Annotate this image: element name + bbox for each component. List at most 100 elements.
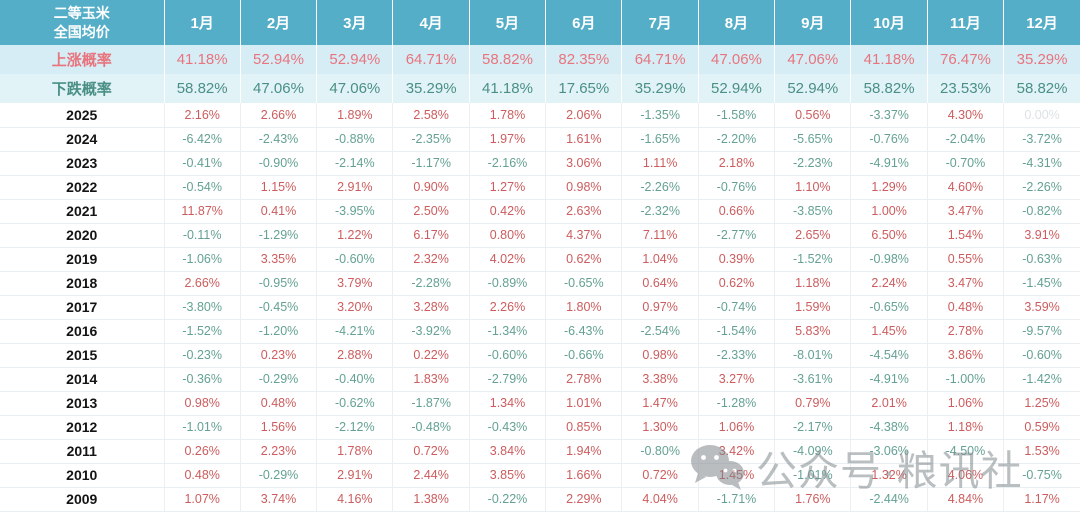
value-cell-2025-m5: 1.78% [468, 103, 546, 128]
value-cell-2012-m1: -1.01% [163, 415, 241, 440]
value-cell-2017-m10: -0.65% [850, 295, 928, 320]
value-cell-2011-m4: 0.72% [392, 439, 470, 464]
value-cell-2022-m5: 1.27% [468, 175, 546, 200]
value-cell-2020-m8: -2.77% [697, 223, 775, 248]
year-label-2014: 2014 [0, 367, 164, 392]
value-cell-2012-m9: -2.17% [774, 415, 851, 440]
value-cell-2013-m9: 0.79% [774, 391, 851, 416]
value-cell-2009-m12: 1.17% [1003, 487, 1080, 512]
value-cell-2010-m8: 1.45% [697, 463, 775, 488]
value-cell-2025-m3: 1.89% [316, 103, 393, 128]
value-cell-2009-m11: 4.84% [926, 487, 1004, 512]
rise-probability-row: 上涨概率 41.18% 52.94% 52.94% 64.71% 58.82% 82.35%… [0, 45, 1080, 74]
value-cell-2025-m4: 2.58% [392, 103, 470, 128]
month-header-6: 6月 [545, 0, 622, 45]
rise-probability-m8: 47.06% [697, 45, 775, 74]
value-cell-2014-m2: -0.29% [239, 367, 317, 392]
year-label-2022: 2022 [0, 175, 164, 200]
year-row-2011: 2011 0.26% 2.23% 1.78% 0.72% 3.84% 1.94% -0.80%… [0, 439, 1080, 464]
value-cell-2020-m5: 0.80% [468, 223, 546, 248]
corner-header-cell: 二等玉米 全国均价 [0, 0, 164, 45]
value-cell-2017-m8: -0.74% [697, 295, 775, 320]
value-cell-2018-m10: 2.24% [850, 271, 928, 296]
year-row-2018: 2018 2.66% -0.95% 3.79% -2.28% -0.89% -0.65% 0.… [0, 271, 1080, 296]
value-cell-2024-m3: -0.88% [316, 127, 393, 152]
fall-probability-m5: 41.18% [468, 74, 546, 103]
year-row-2015: 2015 -0.23% 0.23% 2.88% 0.22% -0.60% -0.66% 0.9… [0, 343, 1080, 368]
value-cell-2016-m3: -4.21% [316, 319, 393, 344]
value-cell-2014-m11: -1.00% [926, 367, 1004, 392]
year-row-2022: 2022 -0.54% 1.15% 2.91% 0.90% 1.27% 0.98% -2.26… [0, 175, 1080, 200]
value-cell-2024-m1: -6.42% [163, 127, 241, 152]
fall-probability-m9: 52.94% [774, 74, 851, 103]
rise-probability-m12: 35.29% [1003, 45, 1080, 74]
value-cell-2017-m4: 3.28% [392, 295, 470, 320]
value-cell-2023-m4: -1.17% [392, 151, 470, 176]
value-cell-2025-m12: 0.00% [1003, 103, 1080, 128]
month-header-5: 5月 [468, 0, 546, 45]
value-cell-2024-m11: -2.04% [926, 127, 1004, 152]
value-cell-2012-m5: -0.43% [468, 415, 546, 440]
year-label-2009: 2009 [0, 487, 164, 512]
fall-probability-m7: 35.29% [621, 74, 699, 103]
value-cell-2014-m4: 1.83% [392, 367, 470, 392]
fall-probability-m10: 58.82% [850, 74, 928, 103]
value-cell-2010-m4: 2.44% [392, 463, 470, 488]
value-cell-2010-m1: 0.48% [163, 463, 241, 488]
value-cell-2020-m12: 3.91% [1003, 223, 1080, 248]
value-cell-2014-m8: 3.27% [697, 367, 775, 392]
value-cell-2019-m6: 0.62% [545, 247, 622, 272]
value-cell-2021-m1: 11.87% [163, 199, 241, 224]
value-cell-2020-m2: -1.29% [239, 223, 317, 248]
value-cell-2021-m7: -2.32% [621, 199, 699, 224]
value-cell-2011-m3: 1.78% [316, 439, 393, 464]
value-cell-2024-m4: -2.35% [392, 127, 470, 152]
value-cell-2010-m12: -0.75% [1003, 463, 1080, 488]
year-label-2015: 2015 [0, 343, 164, 368]
value-cell-2021-m9: -3.85% [774, 199, 851, 224]
month-header-7: 7月 [621, 0, 699, 45]
value-cell-2016-m11: 2.78% [926, 319, 1004, 344]
value-cell-2011-m1: 0.26% [163, 439, 241, 464]
value-cell-2016-m8: -1.54% [697, 319, 775, 344]
month-header-4: 4月 [392, 0, 470, 45]
fall-probability-m3: 47.06% [316, 74, 393, 103]
value-cell-2023-m3: -2.14% [316, 151, 393, 176]
year-label-2011: 2011 [0, 439, 164, 464]
table-header-row: 二等玉米 全国均价 1月 2月 3月 4月 5月 6月 7月 8月 9月 10月 11月 12月 [0, 0, 1080, 45]
value-cell-2024-m6: 1.61% [545, 127, 622, 152]
value-cell-2011-m7: -0.80% [621, 439, 699, 464]
value-cell-2018-m6: -0.65% [545, 271, 622, 296]
value-cell-2013-m8: -1.28% [697, 391, 775, 416]
year-label-2019: 2019 [0, 247, 164, 272]
value-cell-2019-m11: 0.55% [926, 247, 1004, 272]
value-cell-2025-m10: -3.37% [850, 103, 928, 128]
value-cell-2015-m1: -0.23% [163, 343, 241, 368]
value-cell-2016-m4: -3.92% [392, 319, 470, 344]
value-cell-2010-m11: 4.06% [926, 463, 1004, 488]
year-label-2024: 2024 [0, 127, 164, 152]
value-cell-2022-m12: -2.26% [1003, 175, 1080, 200]
value-cell-2015-m7: 0.98% [621, 343, 699, 368]
value-cell-2010-m3: 2.91% [316, 463, 393, 488]
rise-probability-m4: 64.71% [392, 45, 470, 74]
value-cell-2024-m8: -2.20% [697, 127, 775, 152]
value-cell-2011-m6: 1.94% [545, 439, 622, 464]
value-cell-2020-m9: 2.65% [774, 223, 851, 248]
year-row-2017: 2017 -3.80% -0.45% 3.20% 3.28% 2.26% 1.80% 0.97… [0, 295, 1080, 320]
value-cell-2020-m11: 1.54% [926, 223, 1004, 248]
value-cell-2012-m7: 1.30% [621, 415, 699, 440]
value-cell-2009-m2: 3.74% [239, 487, 317, 512]
value-cell-2012-m12: 0.59% [1003, 415, 1080, 440]
value-cell-2018-m12: -1.45% [1003, 271, 1080, 296]
value-cell-2009-m8: -1.71% [697, 487, 775, 512]
value-cell-2015-m12: -0.60% [1003, 343, 1080, 368]
value-cell-2019-m7: 1.04% [621, 247, 699, 272]
value-cell-2023-m5: -2.16% [468, 151, 546, 176]
value-cell-2016-m5: -1.34% [468, 319, 546, 344]
value-cell-2017-m7: 0.97% [621, 295, 699, 320]
value-cell-2021-m3: -3.95% [316, 199, 393, 224]
value-cell-2014-m10: -4.91% [850, 367, 928, 392]
value-cell-2015-m8: -2.33% [697, 343, 775, 368]
value-cell-2018-m3: 3.79% [316, 271, 393, 296]
